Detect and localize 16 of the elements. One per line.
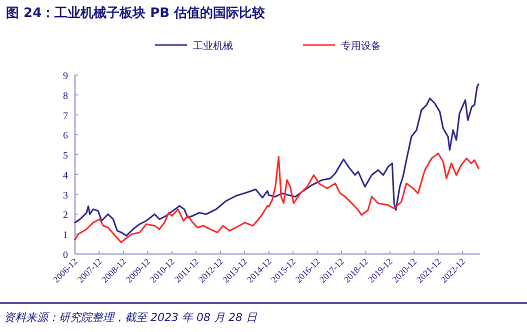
y-tick-label: 2: [63, 210, 68, 222]
y-tick-label: 1: [63, 230, 68, 242]
chart-title: 图 24：工业机械子板块 PB 估值的国际比较: [6, 5, 266, 21]
y-tick-label: 0: [63, 250, 68, 261]
y-tick-label: 8: [63, 90, 68, 102]
legend-label: 专用设备: [341, 40, 381, 52]
y-tick-label: 9: [63, 71, 68, 82]
legend-label: 工业机械: [193, 40, 233, 52]
y-tick-label: 7: [63, 110, 68, 122]
y-tick-label: 5: [63, 150, 68, 162]
y-tick-label: 4: [63, 170, 68, 182]
line-series: [74, 83, 480, 236]
text: 资料来源：研究院整理，截至 2023 年 08 月 28 日: [4, 311, 258, 324]
y-tick-label: 3: [63, 190, 68, 202]
y-tick-label: 6: [63, 130, 68, 142]
line-series: [74, 152, 480, 244]
